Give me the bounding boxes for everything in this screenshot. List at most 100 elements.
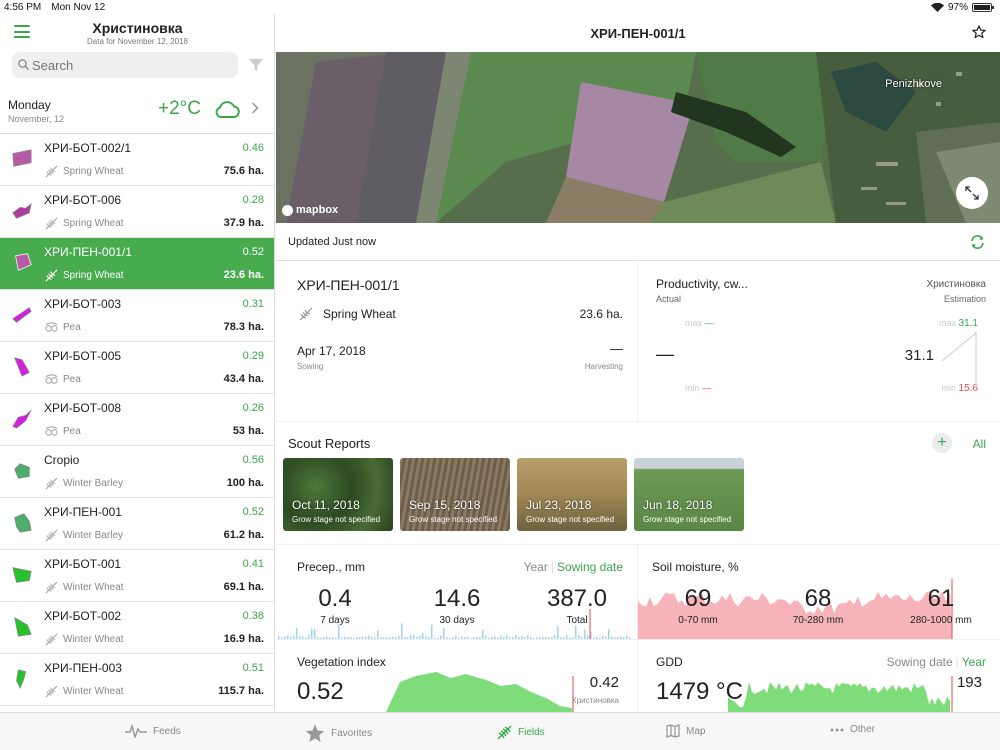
field-name: ХРИ-ПЕН-001/1 xyxy=(44,245,132,259)
scout-photo[interactable]: Oct 11, 2018 Grow stage not specified xyxy=(283,458,393,531)
filter-icon[interactable] xyxy=(248,57,264,73)
field-crop: Spring Wheat xyxy=(63,270,124,281)
wheat-icon xyxy=(44,529,59,542)
field-name: ХРИ-БОТ-006 xyxy=(44,193,122,207)
field-area: 16.9 ha. xyxy=(223,633,264,645)
estimation-value: 31.1 xyxy=(904,347,934,364)
tab-label: Map xyxy=(686,725,706,737)
soil-stat-70-280: 68 70-280 mm xyxy=(792,585,844,626)
soil-stat-0-70: 69 0-70 mm xyxy=(678,585,718,626)
map-icon xyxy=(666,724,680,738)
weather-day: Monday xyxy=(8,98,51,112)
actual-value: — xyxy=(656,344,674,364)
field-ndvi: 0.38 xyxy=(242,610,264,622)
status-bar: 4:56 PM Mon Nov 12 97% xyxy=(0,0,1000,14)
veg-value: 0.52 xyxy=(297,678,344,705)
bottom-tab-bar: Feeds Favorites Fields Map Other xyxy=(0,712,1000,750)
soil-moisture-card[interactable]: Soil moisture, % 69 0-70 mm 68 70-280 mm 6… xyxy=(638,545,1000,639)
field-name: ХРИ-БОТ-003 xyxy=(44,297,122,311)
chevron-right-icon[interactable] xyxy=(251,102,259,114)
estimation-max: max 31.1 xyxy=(939,318,978,329)
field-area: 100 ha. xyxy=(226,477,264,489)
menu-icon[interactable] xyxy=(14,25,30,38)
field-area: 61.2 ha. xyxy=(223,529,264,541)
scout-stage: Grow stage not specified xyxy=(292,515,381,524)
wheat-icon xyxy=(44,581,59,594)
sowing-date: Apr 17, 2018 xyxy=(297,344,366,358)
refresh-icon[interactable] xyxy=(969,234,986,250)
field-row[interactable]: ХРИ-БОТ-001 0.41 Winter Wheat 69.1 ha. xyxy=(0,550,274,602)
tab-map[interactable]: Map xyxy=(666,724,705,738)
field-area: 43.4 ha. xyxy=(223,373,264,385)
field-shape-icon xyxy=(12,202,32,219)
wheat-icon xyxy=(44,477,59,490)
search-input[interactable] xyxy=(32,55,232,75)
gdd-region-value: 193 xyxy=(956,674,982,691)
scout-photo[interactable]: Sep 15, 2018 Grow stage not specified xyxy=(400,458,510,531)
updated-row: Updated Just now xyxy=(276,223,1000,261)
precip-tab-year[interactable]: Year xyxy=(523,560,548,574)
field-row[interactable]: ХРИ-БОТ-002 0.38 Winter Wheat 16.9 ha. xyxy=(0,602,274,654)
field-row[interactable]: ХРИ-БОТ-002/1 0.46 Spring Wheat 75.6 ha. xyxy=(0,134,274,186)
battery-icon xyxy=(972,3,994,12)
field-row[interactable]: ХРИ-ПЕН-001/1 0.52 Spring Wheat 23.6 ha. xyxy=(0,238,274,290)
field-row[interactable]: ХРИ-БОТ-003 0.31 Pea 78.3 ha. xyxy=(0,290,274,342)
field-ndvi: 0.31 xyxy=(242,298,264,310)
field-crop: Winter Barley xyxy=(63,478,124,489)
leaf-icon xyxy=(496,724,512,740)
weather-row[interactable]: Monday November, 12 +2°C xyxy=(0,90,274,134)
scout-all-link[interactable]: All xyxy=(972,437,986,451)
field-list: ХРИ-БОТ-002/1 0.46 Spring Wheat 75.6 ha. ХРИ… xyxy=(0,134,274,706)
tab-other[interactable]: Other xyxy=(830,724,875,735)
field-shape-icon xyxy=(14,513,32,533)
updated-text: Updated Just now xyxy=(288,236,377,248)
expand-map-button[interactable] xyxy=(956,177,988,209)
field-shape-icon xyxy=(12,567,32,583)
scout-reports-card: Scout Reports + All Oct 11, 2018 Grow sta… xyxy=(276,422,1000,544)
field-row[interactable]: ХРИ-БОТ-006 0.28 Spring Wheat 37.9 ha. xyxy=(0,186,274,238)
star-icon[interactable] xyxy=(972,25,986,39)
gdd-tab-year[interactable]: Year xyxy=(961,655,986,669)
productivity-title: Productivity, cw... xyxy=(656,277,748,291)
gdd-tab-sowing[interactable]: Sowing date xyxy=(886,655,953,669)
productivity-card[interactable]: Productivity, cw... Actual Христиновка E… xyxy=(638,261,1000,421)
search-box[interactable] xyxy=(12,52,238,78)
tab-favorites[interactable]: Favorites xyxy=(305,724,372,743)
scout-photo[interactable]: Jul 23, 2018 Grow stage not specified xyxy=(517,458,627,531)
field-ndvi: 0.46 xyxy=(242,142,264,154)
actual-min: min — xyxy=(685,383,712,393)
precip-tab-sowing[interactable]: Sowing date xyxy=(556,560,623,574)
precipitation-card[interactable]: Precep., mm Year | Sowing date 0.4 7 days 1… xyxy=(276,545,637,639)
tab-fields[interactable]: Fields xyxy=(496,724,545,740)
field-area: 115.7 ha. xyxy=(218,685,264,697)
vegetation-card[interactable]: Vegetation index 0.52 0.42 Христиновка xyxy=(276,640,637,712)
field-row[interactable]: ХРИ-БОТ-005 0.29 Pea 43.4 ha. xyxy=(0,342,274,394)
field-row[interactable]: ХРИ-БОТ-008 0.26 Pea 53 ha. xyxy=(0,394,274,446)
field-ndvi: 0.26 xyxy=(242,402,264,414)
field-row[interactable]: ХРИ-ПЕН-003 0.51 Winter Wheat 115.7 ha. xyxy=(0,654,274,706)
add-scout-button[interactable]: + xyxy=(932,433,952,453)
field-area: 53 ha. xyxy=(232,425,264,437)
tab-label: Feeds xyxy=(153,725,181,737)
pea-icon xyxy=(44,373,59,386)
field-row[interactable]: Cropio 0.56 Winter Barley 100 ha. xyxy=(0,446,274,498)
gdd-title: GDD xyxy=(656,655,683,669)
region-title: Христиновка xyxy=(92,20,183,36)
gdd-card[interactable]: GDD Sowing date | Year 1479 °C 193 xyxy=(638,640,1000,712)
tab-feeds[interactable]: Feeds xyxy=(125,724,181,738)
scout-date: Jul 23, 2018 xyxy=(526,498,592,512)
estimation-min: min 15.6 xyxy=(941,383,979,394)
precip-stat-total: 387.0 Total xyxy=(546,585,608,626)
gdd-tabs: Sowing date | Year xyxy=(886,655,986,669)
satellite-map[interactable]: mapbox Penizhkove xyxy=(276,52,1000,223)
detail-cards: ХРИ-ПЕН-001/1 Spring Wheat 23.6 ha. Apr … xyxy=(276,261,1000,712)
veg-region: Христиновка xyxy=(571,696,619,705)
field-shape-icon xyxy=(14,617,32,637)
field-row[interactable]: ХРИ-ПЕН-001 0.52 Winter Barley 61.2 ha. xyxy=(0,498,274,550)
pea-icon xyxy=(44,425,59,438)
battery-percent: 97% xyxy=(947,2,968,13)
field-shape-icon xyxy=(14,463,30,479)
scout-photo[interactable]: Jun 18, 2018 Grow stage not specified xyxy=(634,458,744,531)
field-crop: Pea xyxy=(63,426,81,437)
wheat-icon xyxy=(299,307,313,321)
